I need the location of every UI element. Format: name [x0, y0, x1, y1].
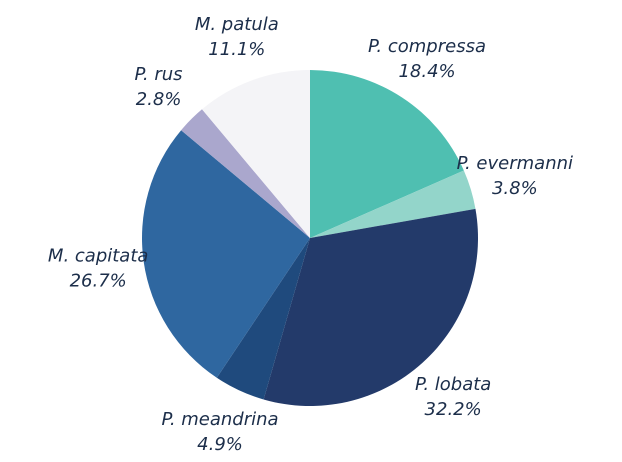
slice-value: 4.9%	[197, 434, 243, 455]
slice-value: 18.4%	[398, 61, 455, 82]
pie-slice	[263, 208, 478, 406]
slice-value: 26.7%	[70, 271, 127, 292]
slice-value: 11.1%	[208, 39, 265, 60]
slice-label: P. evermanni	[457, 153, 573, 174]
slice-label: P. lobata	[415, 374, 491, 395]
slice-label: M. capitata	[48, 246, 149, 267]
pie-slice	[310, 70, 464, 238]
slice-label: P. rus	[135, 64, 183, 85]
slice-value: 32.2%	[425, 399, 482, 420]
pie-slice	[310, 170, 476, 238]
slice-label: P. compressa	[368, 36, 486, 57]
slice-label: M. patula	[195, 14, 279, 35]
pie-slice	[181, 109, 310, 238]
slice-value: 2.8%	[136, 89, 182, 110]
pie-slice	[141, 130, 310, 378]
pie-slice	[202, 70, 310, 238]
slice-value: 3.8%	[492, 178, 538, 199]
pie-slice	[216, 238, 310, 400]
slice-label: P. meandrina	[161, 409, 278, 430]
